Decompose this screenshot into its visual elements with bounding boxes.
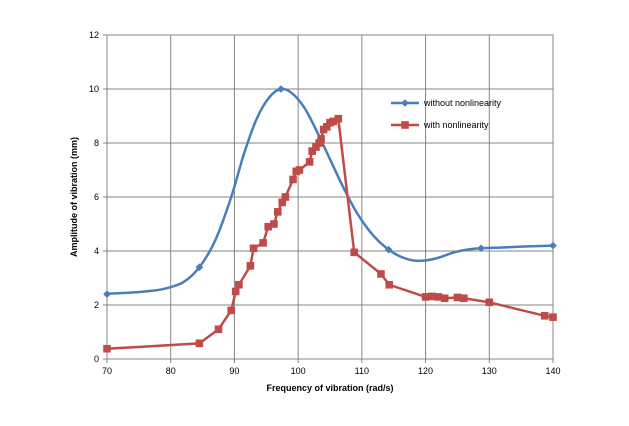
data-point-square bbox=[259, 239, 267, 247]
data-point-square bbox=[312, 143, 320, 151]
data-point-square bbox=[264, 222, 272, 231]
data-point-square bbox=[246, 262, 255, 270]
data-point-square bbox=[329, 117, 337, 126]
data-point-diamond bbox=[195, 263, 204, 271]
legend-marker-diamond bbox=[401, 99, 409, 107]
data-point-square bbox=[227, 306, 236, 315]
y-axis-title: Amplitude of vibration (mm) bbox=[69, 137, 79, 257]
data-point-square bbox=[249, 244, 258, 253]
axis-ticks: 0 2 4 6 8 10 12 70 80 90 100 110 120 130 140 bbox=[89, 30, 561, 376]
legend-item-with-nonlinearity: with nonlinearity bbox=[391, 120, 489, 130]
chart-svg: 0 2 4 6 8 10 12 70 80 90 100 110 120 130 140 Frequency… bbox=[20, 14, 607, 410]
series bbox=[103, 85, 557, 353]
chart: 0 2 4 6 8 10 12 70 80 90 100 110 120 130 140 Frequency… bbox=[20, 14, 607, 410]
data-point-square bbox=[323, 123, 331, 131]
legend-item-without-nonlinearity: without nonlinearity bbox=[391, 98, 502, 108]
data-point-diamond bbox=[549, 241, 557, 250]
data-point-square bbox=[440, 294, 449, 303]
data-point-square bbox=[270, 220, 278, 228]
x-tick-label: 110 bbox=[355, 366, 369, 376]
data-point-square bbox=[453, 293, 462, 302]
data-point-square bbox=[103, 344, 111, 353]
x-tick-label: 100 bbox=[291, 366, 306, 376]
data-point-square bbox=[195, 339, 204, 348]
data-point-square bbox=[295, 166, 304, 174]
data-point-diamond bbox=[477, 244, 485, 253]
x-tick-label: 120 bbox=[418, 366, 433, 376]
x-tick-label: 80 bbox=[166, 366, 176, 376]
legend-label-with-nonlinearity: with nonlinearity bbox=[423, 120, 489, 130]
data-point-square bbox=[214, 325, 223, 334]
y-tick-label: 0 bbox=[94, 354, 99, 364]
data-point-square bbox=[377, 270, 385, 278]
data-point-square bbox=[278, 198, 287, 207]
data-point-square bbox=[549, 313, 557, 321]
legend: without nonlinearity with nonlinearity bbox=[391, 98, 502, 130]
data-point-square bbox=[334, 114, 343, 123]
data-point-square bbox=[485, 298, 494, 307]
y-tick-label: 6 bbox=[94, 192, 99, 202]
data-point-diamond bbox=[384, 245, 393, 254]
data-point-square bbox=[281, 193, 290, 201]
series-with-nonlinearity bbox=[103, 114, 557, 353]
data-point-square bbox=[350, 248, 359, 257]
y-tick-label: 10 bbox=[89, 84, 99, 94]
data-point-square bbox=[308, 147, 316, 155]
data-point-square bbox=[460, 294, 468, 303]
y-tick-label: 2 bbox=[94, 300, 99, 310]
data-point-square bbox=[434, 293, 443, 301]
data-point-square bbox=[273, 208, 282, 216]
x-tick-label: 70 bbox=[102, 366, 112, 376]
data-point-square bbox=[315, 139, 323, 147]
data-point-square bbox=[289, 175, 297, 184]
data-point-square bbox=[231, 287, 240, 296]
legend-marker-square bbox=[401, 121, 409, 129]
y-tick-label: 8 bbox=[94, 138, 99, 148]
data-point-diamond bbox=[103, 290, 111, 298]
x-tick-label: 130 bbox=[482, 366, 497, 376]
data-point-square bbox=[305, 158, 314, 166]
data-point-square bbox=[317, 135, 325, 143]
legend-label-without-nonlinearity: without nonlinearity bbox=[423, 98, 502, 108]
x-axis-title: Frequency of vibration (rad/s) bbox=[266, 383, 393, 393]
x-tick-label: 140 bbox=[545, 366, 560, 376]
data-point-diamond bbox=[277, 85, 285, 93]
y-tick-label: 12 bbox=[89, 30, 99, 40]
y-tick-label: 4 bbox=[94, 246, 99, 256]
x-tick-label: 90 bbox=[229, 366, 239, 376]
chart-background bbox=[20, 14, 607, 410]
series-without-nonlinearity bbox=[103, 85, 557, 298]
data-point-square bbox=[540, 312, 549, 320]
data-point-square bbox=[428, 292, 436, 301]
data-point-square bbox=[385, 280, 394, 289]
data-point-square bbox=[235, 280, 243, 289]
data-point-square bbox=[421, 293, 430, 301]
